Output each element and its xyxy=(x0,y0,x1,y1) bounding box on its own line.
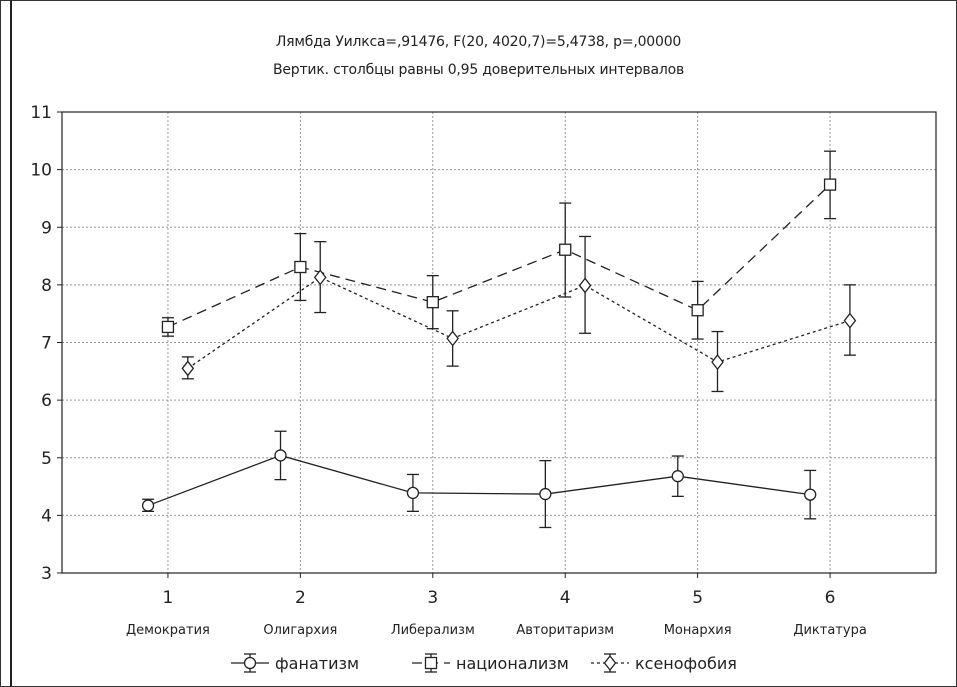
y-tick-label: 8 xyxy=(41,276,52,296)
x-category-label: Демократия xyxy=(126,623,210,638)
y-tick-label: 10 xyxy=(30,161,52,181)
x-tick-label: 3 xyxy=(427,588,438,608)
series-line xyxy=(187,276,851,369)
y-tick-label: 6 xyxy=(41,391,52,411)
data-point xyxy=(711,354,724,371)
window-edge xyxy=(10,0,12,687)
legend-label: национализм xyxy=(456,654,569,673)
legend: фанатизм национализм ксенофобия xyxy=(231,653,737,673)
y-tick-label: 11 xyxy=(30,103,52,123)
data-point xyxy=(406,486,420,500)
data-point xyxy=(559,243,572,256)
legend-marker xyxy=(424,656,438,670)
x-category-label: Олигархия xyxy=(263,623,337,638)
data-point xyxy=(446,330,459,347)
series-line xyxy=(167,184,831,328)
series-национализм xyxy=(161,150,837,340)
series-layer xyxy=(141,150,857,529)
data-point xyxy=(294,260,307,274)
data-point xyxy=(823,178,837,191)
data-point xyxy=(578,277,592,294)
data-point xyxy=(313,269,327,286)
grid xyxy=(62,112,936,573)
x-tick-label: 4 xyxy=(560,588,571,608)
data-point xyxy=(843,312,857,329)
y-tick-label: 5 xyxy=(41,449,52,469)
x-axis: 1 Демократия 2 Олигархия 3 Либерализм 4 Авторит… xyxy=(126,573,867,638)
data-point xyxy=(141,499,155,512)
x-tick-label: 6 xyxy=(825,588,836,608)
series-ксенофобия xyxy=(181,235,857,393)
y-tick-label: 4 xyxy=(41,506,52,526)
x-tick-label: 5 xyxy=(692,588,703,608)
series-line xyxy=(147,454,811,507)
y-tick-label: 9 xyxy=(41,218,52,238)
legend-label: фанатизм xyxy=(275,654,359,673)
y-tick-label: 7 xyxy=(41,334,52,354)
legend-item-национализм: национализм xyxy=(412,653,569,673)
x-category-label: Монархия xyxy=(664,623,732,638)
x-category-label: Авторитаризм xyxy=(516,623,614,638)
legend-marker xyxy=(603,654,617,672)
series-фанатизм xyxy=(141,430,817,529)
legend-marker xyxy=(243,656,257,670)
data-point xyxy=(161,320,175,334)
data-point xyxy=(804,488,817,501)
chart-title: Лямбда Уилкса=,91476, F(20, 4020,7)=5,47… xyxy=(275,34,682,50)
data-point xyxy=(671,470,684,483)
data-point xyxy=(426,296,439,309)
x-tick-label: 1 xyxy=(163,588,174,608)
chart-subtitle: Вертик. столбцы равны 0,95 доверительных… xyxy=(272,62,685,78)
data-point xyxy=(539,487,552,501)
legend-item-фанатизм: фанатизм xyxy=(231,653,359,673)
data-point xyxy=(274,449,287,462)
data-point xyxy=(691,304,704,317)
data-point xyxy=(181,360,195,377)
x-category-label: Диктатура xyxy=(793,623,866,638)
legend-label: ксенофобия xyxy=(635,654,737,673)
legend-item-ксенофобия: ксенофобия xyxy=(591,653,737,673)
y-axis: 3 4 5 6 7 8 9 10 11 xyxy=(30,103,62,584)
x-category-label: Либерализм xyxy=(391,623,475,638)
x-tick-label: 2 xyxy=(295,588,306,608)
y-tick-label: 3 xyxy=(41,564,52,584)
